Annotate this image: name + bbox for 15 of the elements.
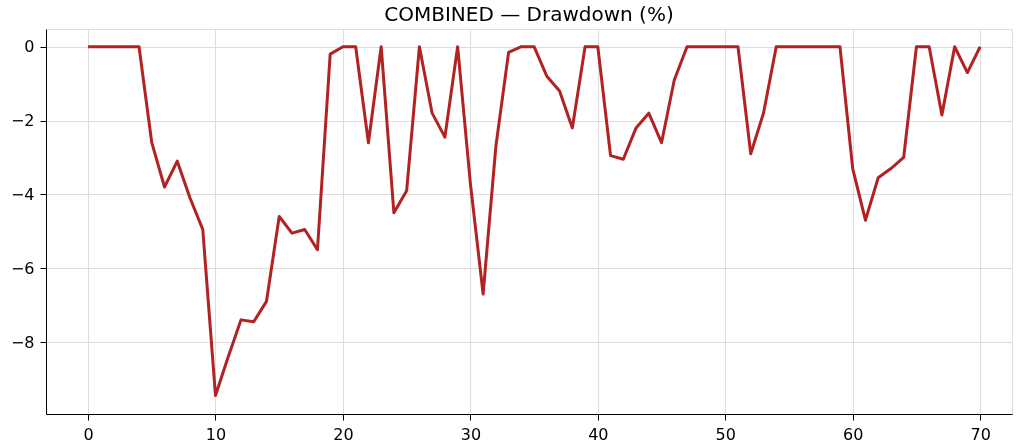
- y-tick-label: 0: [24, 37, 35, 57]
- chart-title: COMBINED — Drawdown (%): [384, 2, 674, 26]
- y-tick-label: −4: [10, 184, 35, 204]
- x-tick-label: 70: [970, 424, 991, 444]
- x-tick-label: 10: [205, 424, 227, 444]
- y-tick-label: −8: [10, 332, 35, 352]
- x-tick-label: 60: [843, 424, 864, 444]
- x-tick-label: 0: [83, 424, 94, 444]
- x-tick-label: 50: [715, 424, 736, 444]
- x-tick-label: 20: [333, 424, 354, 444]
- line-series: [86, 45, 982, 398]
- y-tick-label: −2: [10, 111, 35, 131]
- x-tick-label: 30: [460, 424, 482, 444]
- y-tick-label: −6: [10, 258, 35, 278]
- x-tick-label: 40: [588, 424, 609, 444]
